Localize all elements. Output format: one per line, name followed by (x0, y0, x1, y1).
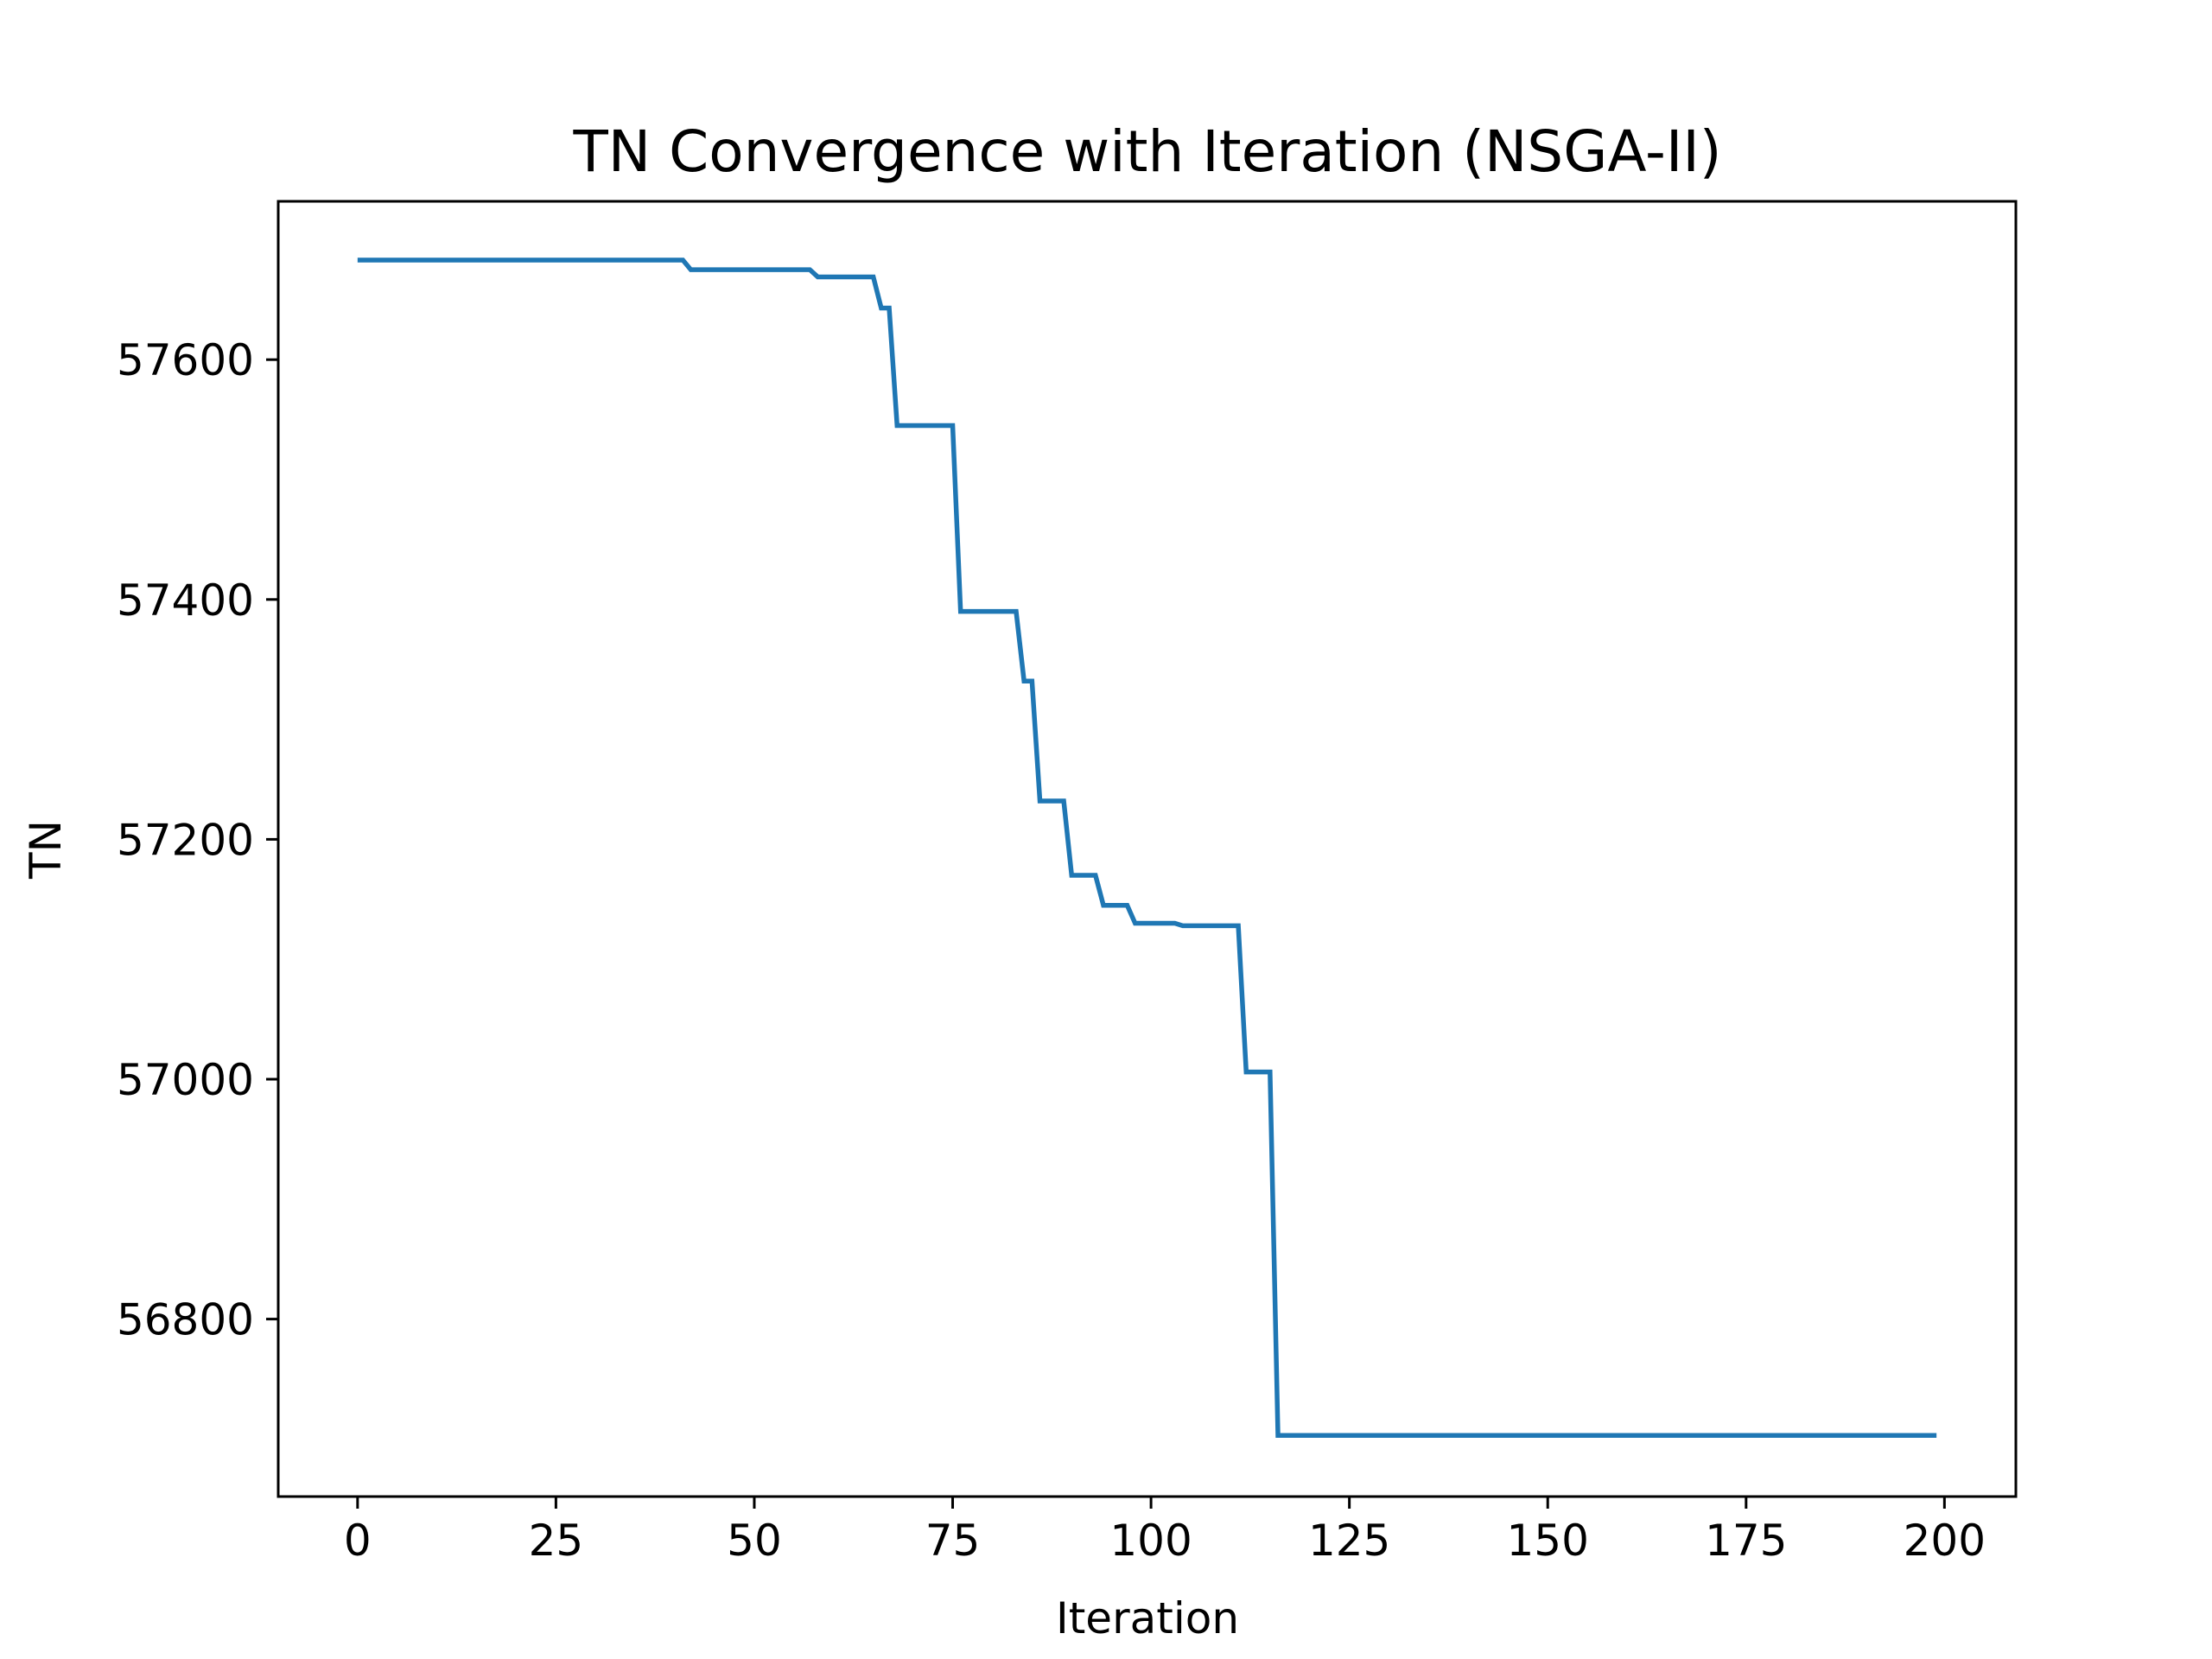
y-tick-label-57400: 57400 (117, 575, 254, 626)
y-tick-label-57600: 57600 (117, 335, 254, 385)
x-tick-label-100: 100 (1109, 1516, 1192, 1566)
x-tick-label-50: 50 (727, 1516, 782, 1566)
y-tick-label-56800: 56800 (117, 1295, 254, 1345)
x-tick-label-200: 200 (1904, 1516, 1986, 1566)
y-axis-label: TN (21, 820, 71, 880)
x-tick-label-125: 125 (1308, 1516, 1390, 1566)
x-tick-label-150: 150 (1507, 1516, 1589, 1566)
y-tick-label-57200: 57200 (117, 815, 254, 865)
x-tick-label-75: 75 (925, 1516, 981, 1566)
series-line-0 (357, 257, 1937, 1438)
plot-area: 0 25 50 75 100 125 150 175 200 56800 57000 57200 574… (117, 200, 2018, 1566)
axes-frame (276, 200, 2018, 1498)
y-tick-label-57000: 57000 (117, 1055, 254, 1105)
chart-title: TN Convergence with Iteration (NSGA-II) (572, 118, 1721, 185)
x-tick-label-175: 175 (1705, 1516, 1787, 1566)
x-tick-label-25: 25 (529, 1516, 584, 1566)
x-axis-label: Iteration (1056, 1593, 1239, 1643)
x-tick-label-0: 0 (344, 1516, 372, 1566)
